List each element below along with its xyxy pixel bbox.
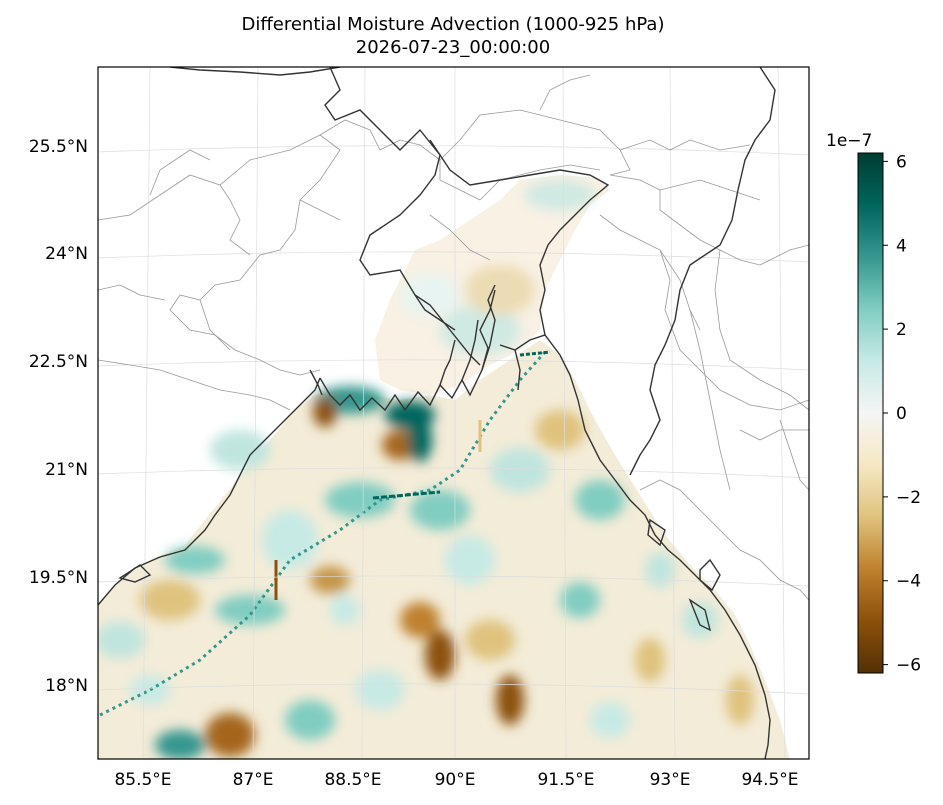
- bangladesh-north-border: [429, 139, 610, 336]
- lat-tick-labels: 25.5°N 24°N 22.5°N 21°N 19.5°N 18°N: [29, 137, 88, 696]
- colorbar-tick-label: 4: [896, 236, 907, 256]
- lon-tick: 88.5°E: [324, 770, 381, 790]
- lon-tick: 94.5°E: [741, 770, 798, 790]
- colorbar-tick-label: 0: [896, 404, 907, 424]
- lat-tick: 22.5°N: [29, 352, 88, 372]
- lon-tick: 93°E: [650, 770, 691, 790]
- lon-tick: 85.5°E: [114, 770, 171, 790]
- colorbar-tick-label: −2: [896, 488, 921, 508]
- lat-tick: 25.5°N: [29, 137, 88, 157]
- colorbar-ticks: 6 4 2 0 −2 −4 −6: [883, 152, 921, 676]
- advection-field: [98, 175, 790, 759]
- lon-tick-labels: 85.5°E 87°E 88.5°E 90°E 91.5°E 93°E 94.5…: [114, 770, 798, 790]
- bangladesh-border: [324, 67, 481, 366]
- boundary-artifact-line: [99, 350, 551, 717]
- myanmar-border: [629, 67, 776, 476]
- lat-tick: 21°N: [45, 460, 88, 480]
- lat-tick: 18°N: [45, 676, 88, 696]
- map-subtitle: 2026-07-23_00:00:00: [356, 37, 550, 58]
- india-east-coast: [98, 377, 321, 606]
- lat-tick: 19.5°N: [29, 568, 88, 588]
- lon-tick: 91.5°E: [537, 770, 594, 790]
- sundarbans-coast: [319, 289, 496, 412]
- graticule: [98, 67, 809, 759]
- admin-boundaries: [98, 74, 809, 601]
- map-title: Differential Moisture Advection (1000-92…: [242, 14, 665, 35]
- map-frame: [97, 66, 810, 760]
- nepal-border: [169, 67, 341, 76]
- lon-tick: 87°E: [233, 770, 274, 790]
- lon-tick: 90°E: [435, 770, 476, 790]
- colorbar-tick-label: 2: [896, 320, 907, 340]
- colorbar: 1e−7 6 4 2 0 −2 −4 −6: [826, 131, 921, 676]
- colorbar-tick-label: 6: [896, 152, 907, 172]
- coastline-and-borders: [98, 67, 776, 759]
- map-panel: [98, 67, 809, 759]
- colorbar-exponent: 1e−7: [826, 131, 872, 151]
- lat-tick: 24°N: [45, 244, 88, 264]
- colorbar-gradient: [857, 152, 884, 674]
- ocean-field-base: [98, 340, 790, 759]
- colorbar-tick-label: −4: [896, 572, 921, 592]
- colorbar-tick-label: −6: [896, 656, 921, 676]
- field-anomalies: [98, 180, 754, 759]
